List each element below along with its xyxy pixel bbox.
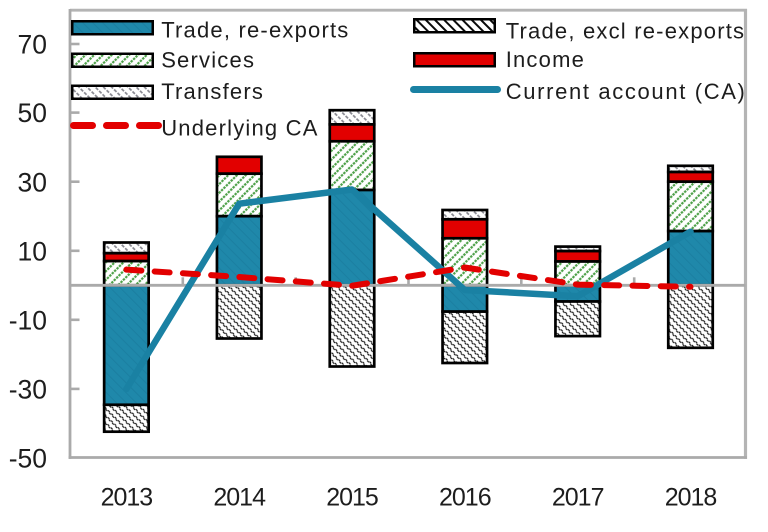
svg-text:70: 70 bbox=[18, 30, 47, 60]
svg-text:Services: Services bbox=[161, 48, 255, 73]
svg-text:30: 30 bbox=[18, 167, 47, 197]
svg-text:50: 50 bbox=[18, 98, 47, 128]
svg-text:Underlying CA: Underlying CA bbox=[161, 116, 318, 141]
svg-text:-50: -50 bbox=[9, 444, 47, 474]
svg-text:2014: 2014 bbox=[213, 484, 266, 512]
svg-text:-10: -10 bbox=[9, 305, 47, 335]
svg-text:Trade, excl re-exports: Trade, excl re-exports bbox=[506, 18, 746, 43]
svg-text:-30: -30 bbox=[9, 375, 47, 405]
svg-text:2017: 2017 bbox=[552, 484, 604, 512]
svg-text:Trade, re-exports: Trade, re-exports bbox=[161, 17, 349, 42]
svg-text:2016: 2016 bbox=[439, 484, 491, 512]
svg-text:Income: Income bbox=[506, 47, 585, 72]
svg-text:2015: 2015 bbox=[326, 484, 378, 512]
svg-text:Transfers: Transfers bbox=[161, 79, 264, 104]
svg-text:2013: 2013 bbox=[101, 484, 153, 512]
svg-text:10: 10 bbox=[18, 236, 47, 266]
svg-text:Current account (CA): Current account (CA) bbox=[506, 79, 747, 104]
svg-text:2018: 2018 bbox=[665, 484, 717, 512]
